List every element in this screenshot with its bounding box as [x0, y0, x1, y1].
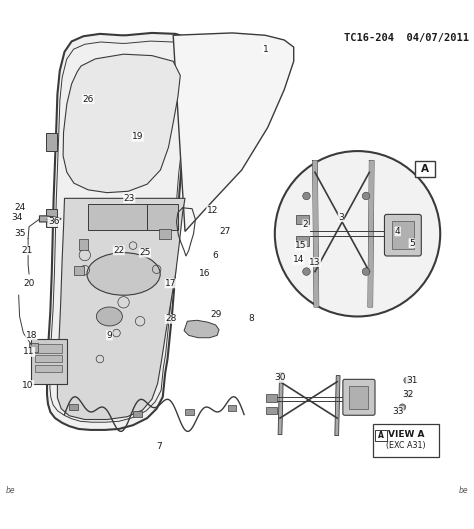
Text: 14: 14 — [293, 256, 304, 264]
Polygon shape — [184, 320, 219, 338]
Text: 29: 29 — [210, 309, 221, 318]
Text: 3: 3 — [338, 213, 344, 222]
Text: 10: 10 — [22, 380, 34, 389]
Bar — [392, 222, 414, 249]
Bar — [35, 364, 62, 372]
Polygon shape — [335, 376, 340, 435]
Text: 36: 36 — [48, 217, 59, 226]
Circle shape — [404, 377, 410, 384]
Text: (EXC A31): (EXC A31) — [386, 441, 426, 450]
Text: be: be — [459, 486, 469, 495]
Text: 12: 12 — [207, 206, 218, 215]
Text: 30: 30 — [274, 373, 285, 382]
FancyBboxPatch shape — [384, 214, 421, 256]
FancyBboxPatch shape — [375, 431, 387, 441]
Circle shape — [303, 268, 310, 276]
Text: A: A — [420, 164, 428, 174]
Text: 16: 16 — [199, 269, 210, 278]
Text: 26: 26 — [82, 95, 94, 104]
Bar — [29, 343, 37, 352]
Bar — [266, 394, 277, 402]
Text: 25: 25 — [139, 248, 151, 257]
Circle shape — [303, 192, 310, 200]
Circle shape — [362, 192, 370, 200]
Bar — [69, 404, 78, 410]
FancyBboxPatch shape — [373, 424, 439, 458]
Text: 19: 19 — [132, 132, 144, 141]
Bar — [74, 267, 84, 275]
Polygon shape — [47, 33, 197, 430]
Ellipse shape — [87, 253, 160, 295]
Bar — [228, 405, 236, 411]
Text: 1: 1 — [263, 45, 268, 54]
Text: 13: 13 — [309, 258, 321, 267]
Bar — [31, 339, 67, 384]
Polygon shape — [313, 160, 319, 307]
FancyBboxPatch shape — [343, 379, 375, 415]
Text: 7: 7 — [156, 442, 162, 451]
Bar — [79, 239, 88, 250]
Text: 17: 17 — [165, 279, 177, 288]
Text: 33: 33 — [392, 406, 403, 415]
Polygon shape — [278, 373, 283, 435]
Bar — [35, 344, 62, 353]
Text: 31: 31 — [406, 376, 418, 385]
Circle shape — [362, 268, 370, 276]
Text: 27: 27 — [219, 227, 231, 236]
Text: 22: 22 — [113, 246, 125, 255]
Bar — [349, 386, 368, 408]
Text: 15: 15 — [295, 241, 307, 250]
Text: 35: 35 — [14, 229, 25, 238]
Bar — [88, 205, 147, 231]
Text: 6: 6 — [213, 251, 219, 260]
Text: 20: 20 — [23, 279, 35, 288]
Polygon shape — [63, 54, 180, 193]
Circle shape — [405, 391, 411, 398]
Bar — [159, 229, 171, 239]
Circle shape — [399, 404, 406, 411]
Polygon shape — [39, 216, 61, 222]
Text: 11: 11 — [23, 348, 35, 357]
Text: 8: 8 — [248, 314, 254, 323]
Text: 2: 2 — [303, 220, 309, 229]
Text: 34: 34 — [11, 213, 23, 222]
Polygon shape — [173, 33, 294, 231]
Text: be: be — [5, 486, 15, 495]
Bar — [133, 411, 142, 417]
Ellipse shape — [96, 307, 122, 326]
Text: 5: 5 — [409, 239, 415, 248]
Bar — [296, 236, 310, 245]
Bar — [185, 408, 193, 415]
Text: 9: 9 — [107, 331, 112, 340]
Text: 18: 18 — [26, 331, 37, 340]
Text: 32: 32 — [402, 390, 414, 399]
Text: 28: 28 — [165, 314, 176, 323]
Text: 23: 23 — [124, 194, 135, 203]
Bar — [46, 209, 57, 227]
Text: 4: 4 — [395, 227, 401, 236]
Bar — [266, 407, 277, 414]
FancyBboxPatch shape — [415, 161, 435, 177]
Bar — [35, 355, 62, 362]
Text: VIEW A: VIEW A — [388, 430, 424, 439]
Text: TC16-204  04/07/2011: TC16-204 04/07/2011 — [344, 33, 469, 43]
Circle shape — [275, 151, 440, 316]
Bar — [147, 205, 178, 231]
Polygon shape — [57, 198, 185, 419]
Bar — [296, 215, 310, 224]
Text: 24: 24 — [14, 203, 25, 212]
Text: 21: 21 — [21, 246, 32, 255]
Bar — [46, 133, 57, 151]
Text: A: A — [378, 431, 384, 440]
Polygon shape — [368, 160, 374, 307]
